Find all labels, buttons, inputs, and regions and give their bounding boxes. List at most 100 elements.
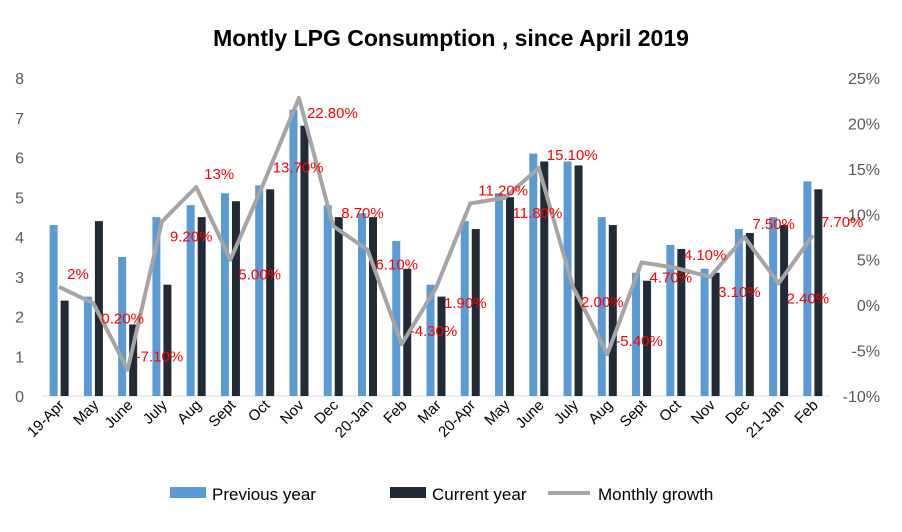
bar-current-year: [231, 201, 240, 396]
bar-current-year: [266, 189, 275, 396]
right-tick-label: 5%: [857, 253, 880, 270]
growth-data-label: 4.10%: [684, 247, 727, 264]
x-tick-label: June: [513, 397, 548, 432]
x-tick-label: May: [481, 396, 513, 428]
bar-previous-year: [392, 240, 401, 396]
x-tick-label: Aug: [585, 397, 616, 428]
bar-previous-year: [83, 296, 92, 396]
growth-data-label: 11.80%: [513, 205, 563, 222]
legend-label: Current year: [432, 485, 527, 504]
growth-data-label: 2%: [67, 266, 89, 283]
chart-title: Montly LPG Consumption , since April 201…: [213, 25, 689, 51]
x-tick-label: 20-Jan: [332, 397, 376, 441]
bar-current-year: [163, 284, 172, 396]
x-tick-label: Oct: [245, 396, 274, 425]
bar-current-year: [60, 300, 69, 396]
growth-data-label: 11.20%: [478, 182, 528, 199]
x-tick-label: 21-Jan: [743, 397, 787, 441]
legend-label: Previous year: [212, 485, 316, 504]
growth-line: [58, 95, 815, 372]
growth-data-label: 22.80%: [307, 105, 358, 122]
growth-data-label: 13.70%: [273, 160, 324, 177]
left-tick-label: 3: [15, 270, 24, 287]
x-tick-label: May: [70, 396, 102, 428]
growth-data-label: 4.70%: [650, 269, 693, 286]
left-tick-label: 0: [15, 389, 24, 406]
growth-data-label: 3.10%: [718, 284, 761, 301]
bar-current-year: [334, 217, 343, 396]
left-tick-label: 5: [15, 190, 24, 207]
legend-label: Monthly growth: [598, 485, 713, 504]
growth-data-label: 15.10%: [547, 147, 598, 164]
bar-current-year: [745, 233, 754, 396]
bar-previous-year: [803, 181, 812, 396]
bar-previous-year: [460, 221, 469, 396]
growth-data-label: 8.70%: [341, 205, 384, 222]
x-tick-label: Sept: [617, 396, 651, 430]
bar-current-year: [677, 248, 686, 396]
legend-swatch: [390, 487, 426, 498]
bar-current-year: [540, 161, 549, 396]
bar-current-year: [574, 165, 583, 396]
left-tick-label: 4: [15, 230, 24, 247]
bar-current-year: [780, 225, 789, 396]
growth-data-label: 1.90%: [444, 295, 487, 312]
bar-current-year: [711, 272, 720, 396]
bar-previous-year: [769, 217, 778, 396]
bar-previous-year: [220, 193, 229, 396]
bar-current-year: [300, 125, 309, 396]
bar-previous-year: [49, 225, 58, 396]
bar-previous-year: [186, 205, 195, 396]
bar-previous-year: [734, 229, 743, 396]
growth-data-label: -5.40%: [615, 333, 663, 350]
bar-previous-year: [495, 193, 504, 396]
legend-swatch: [170, 487, 206, 498]
growth-data-label: 0.20%: [101, 310, 144, 327]
growth-data-label: 7.50%: [752, 216, 795, 233]
growth-data-label: 2.00%: [581, 294, 624, 311]
right-tick-label: 25%: [848, 71, 880, 88]
right-tick-label: 15%: [848, 162, 880, 179]
right-tick-label: 10%: [848, 207, 880, 224]
growth-data-label: 13%: [204, 166, 234, 183]
growth-data-label: 2.40%: [787, 290, 830, 307]
growth-data-label: -4.30%: [410, 323, 458, 340]
x-tick-label: Nov: [277, 396, 308, 427]
x-tick-label: 19-Apr: [24, 397, 68, 441]
x-tick-label: July: [551, 396, 582, 427]
bar-previous-year: [563, 161, 572, 396]
left-tick-label: 1: [15, 349, 24, 366]
legend: Previous year Current year Monthly growth: [170, 485, 713, 504]
bar-previous-year: [426, 284, 435, 396]
bar-previous-year: [289, 109, 298, 397]
bar-current-year: [437, 296, 446, 396]
bar-current-year: [643, 280, 652, 396]
bar-current-year: [368, 217, 377, 396]
bar-previous-year: [700, 268, 709, 396]
x-tick-label: June: [101, 397, 136, 432]
bar-previous-year: [597, 217, 606, 396]
bar-current-year: [608, 225, 617, 396]
bar-previous-year: [666, 244, 675, 396]
bar-current-year: [471, 229, 480, 396]
bar-previous-year: [529, 153, 538, 396]
right-tick-label: -10%: [843, 389, 880, 406]
bar-current-year: [197, 217, 206, 396]
growth-data-label: 6.10%: [375, 257, 418, 274]
bar-previous-year: [323, 205, 332, 396]
right-tick-label: 20%: [848, 116, 880, 133]
growth-data-label: 7.70%: [821, 214, 864, 231]
x-tick-label: Sept: [205, 396, 239, 430]
bar-previous-year: [152, 217, 161, 396]
bar-previous-year: [255, 185, 264, 396]
left-tick-label: 8: [15, 71, 24, 88]
x-tick-label: 20-Apr: [435, 397, 479, 441]
bar-current-year: [94, 221, 103, 396]
bar-current-year: [129, 324, 138, 396]
x-tick-label: Feb: [791, 397, 821, 427]
left-tick-label: 2: [15, 310, 24, 327]
x-tick-label: Oct: [656, 396, 685, 425]
left-tick-label: 7: [15, 111, 24, 128]
